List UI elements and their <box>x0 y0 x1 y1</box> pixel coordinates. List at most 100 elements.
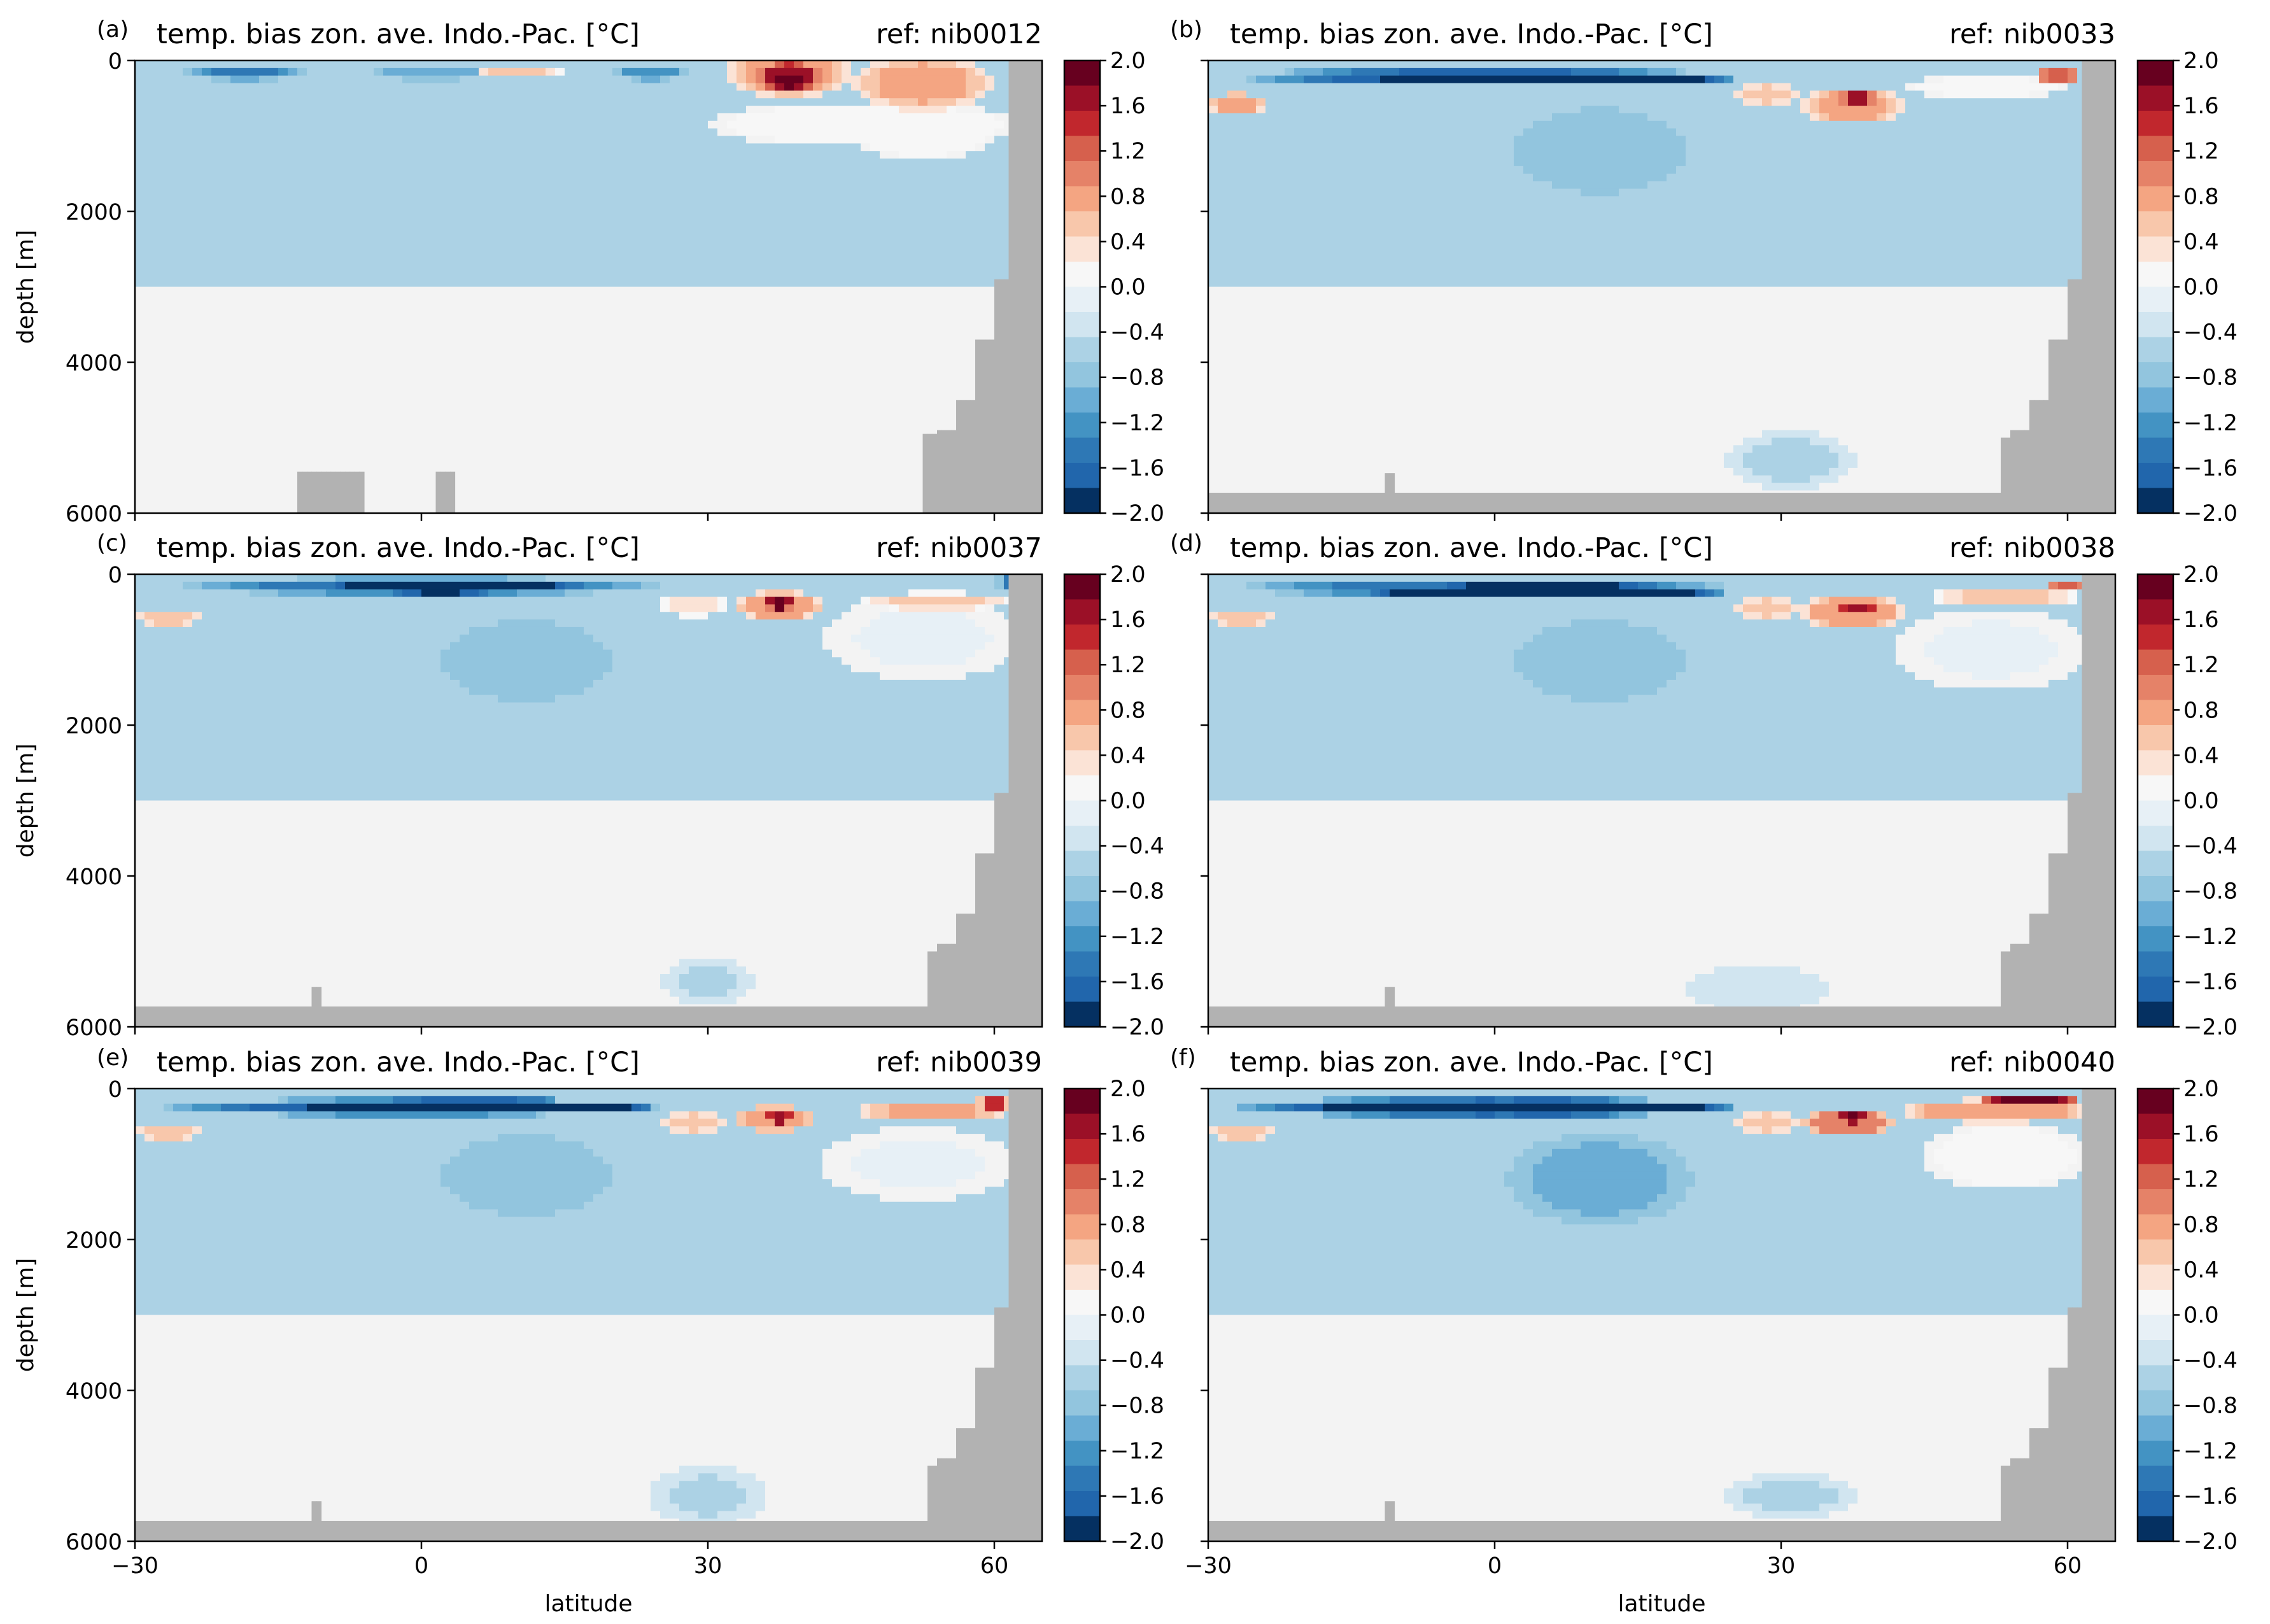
heatmap-cell <box>651 151 661 159</box>
heatmap-cell <box>908 286 919 295</box>
heatmap-cell <box>832 302 842 310</box>
heatmap-cell <box>297 392 307 400</box>
heatmap-cell <box>899 355 909 363</box>
heatmap-cell <box>221 98 231 106</box>
heatmap-cell <box>269 120 279 129</box>
heatmap-cell <box>536 392 546 400</box>
heatmap-cell <box>240 377 250 386</box>
heatmap-cell <box>708 211 718 220</box>
heatmap-cell <box>574 241 584 250</box>
heatmap-cell <box>488 483 498 491</box>
heatmap-cell <box>297 257 307 265</box>
heatmap-cell <box>670 60 680 69</box>
heatmap-cell <box>794 475 804 484</box>
heatmap-cell <box>412 241 422 250</box>
heatmap-cell <box>641 120 651 129</box>
heatmap-cell <box>889 128 899 137</box>
heatmap-cell <box>202 234 212 242</box>
heatmap-cell <box>584 302 594 310</box>
heatmap-cell <box>297 173 307 182</box>
heatmap-cell <box>651 407 661 416</box>
heatmap-cell <box>469 226 479 235</box>
heatmap-cell <box>288 385 298 393</box>
heatmap-cell <box>269 422 279 431</box>
heatmap-cell <box>421 90 432 99</box>
heatmap-cell <box>259 60 269 69</box>
heatmap-cell <box>135 159 145 167</box>
heatmap-cell <box>402 324 412 333</box>
heatmap-cell <box>574 355 584 363</box>
heatmap-cell <box>326 286 336 295</box>
heatmap-cell <box>183 467 193 476</box>
heatmap-cell <box>889 113 899 122</box>
heatmap-cell <box>335 392 346 400</box>
heatmap-cell <box>737 106 747 114</box>
heatmap-cell <box>679 264 689 272</box>
heatmap-cell <box>889 226 899 235</box>
heatmap-cell <box>737 226 747 235</box>
heatmap-cell <box>192 264 202 272</box>
heatmap-cell <box>517 264 527 272</box>
heatmap-cell <box>479 453 489 461</box>
heatmap-cell <box>230 490 241 498</box>
heatmap-cell <box>450 324 460 333</box>
heatmap-cell <box>593 218 603 227</box>
heatmap-cell <box>269 143 279 152</box>
heatmap-cell <box>927 151 938 159</box>
heatmap-cell <box>651 377 661 386</box>
heatmap-cell <box>507 347 518 355</box>
heatmap-cell <box>259 377 269 386</box>
heatmap-cell <box>374 490 384 498</box>
heatmap-cell <box>517 249 527 257</box>
heatmap-cell <box>345 377 355 386</box>
heatmap-cell <box>488 505 498 514</box>
heatmap-cell <box>230 286 241 295</box>
heatmap-cell <box>507 460 518 469</box>
heatmap-cell <box>889 159 899 167</box>
heatmap-cell <box>326 302 336 310</box>
heatmap-cell <box>861 90 871 99</box>
heatmap-cell <box>803 362 814 371</box>
heatmap-cell <box>880 286 890 295</box>
heatmap-cell <box>498 106 508 114</box>
heatmap-cell <box>450 445 460 453</box>
heatmap-cell <box>326 90 336 99</box>
heatmap-cell <box>880 257 890 265</box>
heatmap-cell <box>145 355 155 363</box>
heatmap-cell <box>889 264 899 272</box>
heatmap-cell <box>746 120 756 129</box>
heatmap-cell <box>899 264 909 272</box>
heatmap-cell <box>584 286 594 295</box>
heatmap-cell <box>584 249 594 257</box>
heatmap-cell <box>316 294 327 302</box>
heatmap-cell <box>842 279 852 288</box>
heatmap-cell <box>288 188 298 197</box>
heatmap-cell <box>297 407 307 416</box>
heatmap-cell <box>832 369 842 378</box>
heatmap-cell <box>622 422 632 431</box>
heatmap-cell <box>670 369 680 378</box>
heatmap-cell <box>765 67 775 76</box>
heatmap-cell <box>641 347 651 355</box>
heatmap-cell <box>288 241 298 250</box>
heatmap-cell <box>870 128 880 137</box>
heatmap-cell <box>393 362 403 371</box>
heatmap-cell <box>335 385 346 393</box>
heatmap-cell <box>278 475 288 484</box>
heatmap-cell <box>870 113 880 122</box>
heatmap-cell <box>775 460 785 469</box>
heatmap-cell <box>364 151 374 159</box>
heatmap-cell <box>603 369 613 378</box>
heatmap-cell <box>383 204 393 212</box>
heatmap-cell <box>689 286 699 295</box>
heatmap-cell <box>756 445 766 453</box>
heatmap-cell <box>794 347 804 355</box>
heatmap-cell <box>202 392 212 400</box>
heatmap-cell <box>641 136 651 144</box>
heatmap-cell <box>593 437 603 446</box>
heatmap-cell <box>565 362 575 371</box>
heatmap-cell <box>670 98 680 106</box>
heatmap-cell <box>164 355 174 363</box>
heatmap-cell <box>173 211 183 220</box>
heatmap-cell <box>288 75 298 84</box>
